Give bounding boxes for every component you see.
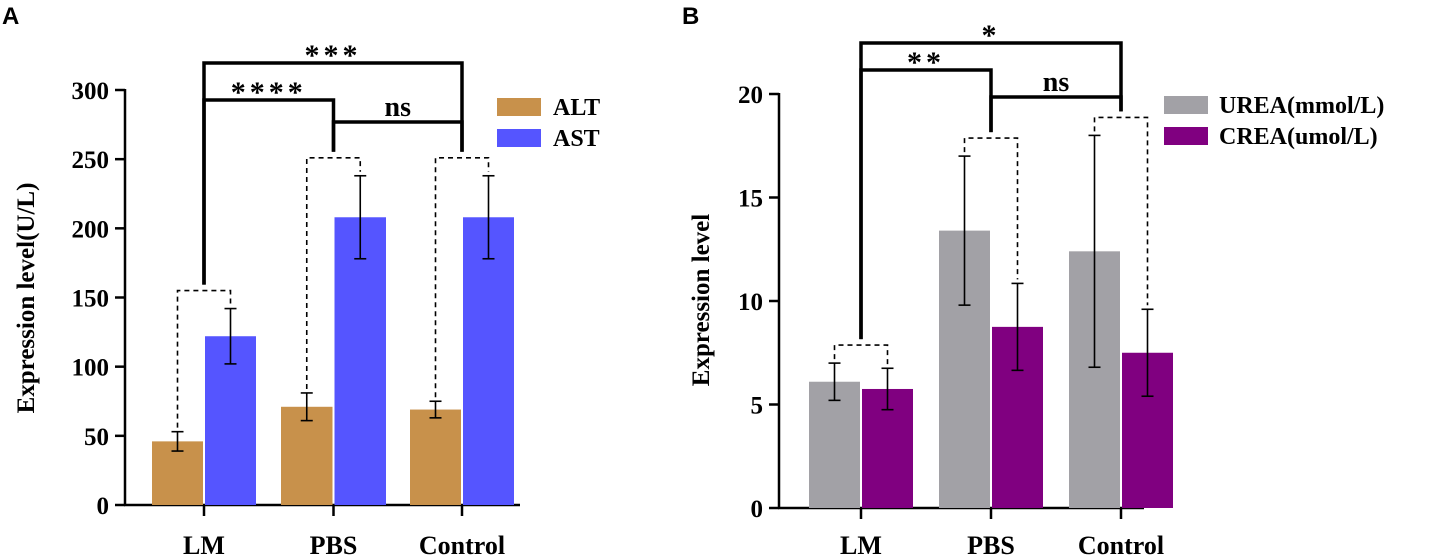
legend-label: AST <box>553 126 600 152</box>
panel-b-bars <box>809 230 1173 508</box>
y-tick-label: 150 <box>72 286 110 313</box>
legend-label: UREA(mmol/L) <box>1219 93 1384 119</box>
legend-swatch <box>1164 96 1208 114</box>
x-tick-label-control: Control <box>419 531 505 557</box>
x-tick-label-control: Control <box>1078 531 1164 557</box>
panel-b-y-axis: 0 5 10 15 20 <box>738 82 781 523</box>
dashed-bracket <box>833 344 889 365</box>
bar-lm-series1 <box>809 381 860 508</box>
panel-a-dashed-brackets <box>176 156 490 428</box>
panel-a-significance: ******* ns <box>202 39 464 285</box>
panel-b-dashed-brackets <box>833 116 1149 365</box>
panel-b-error-bars <box>828 134 1154 411</box>
panel-a: A Expression level(U/L) 0 50 100 150 200 250 3… <box>2 3 600 557</box>
dashed-bracket <box>176 289 232 428</box>
legend-swatch <box>497 98 541 116</box>
bar-pbs-series2 <box>334 217 386 505</box>
panel-a-letter: A <box>2 3 19 30</box>
bar-pbs-series1 <box>281 406 333 505</box>
y-tick-label: 5 <box>751 393 764 420</box>
significance-bracket <box>331 120 464 152</box>
y-tick-label: 100 <box>72 355 110 382</box>
legend-swatch <box>497 129 541 147</box>
panel-b-letter: B <box>682 3 699 30</box>
dashed-bracket <box>963 137 1019 280</box>
panel-a-bars <box>152 217 514 505</box>
panel-b-significance: ***ns <box>859 19 1123 340</box>
y-tick-label: 300 <box>72 78 110 105</box>
dashed-bracket <box>305 156 362 389</box>
y-tick-label: 50 <box>84 424 109 451</box>
bar-control-series2 <box>463 217 514 505</box>
y-tick-label: 200 <box>72 216 110 243</box>
x-tick-label-pbs: PBS <box>310 531 358 557</box>
panel-a-error-bars <box>171 174 495 452</box>
panel-a-legend: ALT AST <box>497 95 600 152</box>
x-tick-label-lm: LM <box>840 531 882 557</box>
y-tick-label: 250 <box>72 147 110 174</box>
panel-b: B Expression level 0 5 10 15 20 LM PBS Control… <box>682 3 1384 557</box>
significance-label: ns <box>385 92 412 123</box>
y-tick-label: 20 <box>738 82 763 109</box>
significance-bracket <box>202 98 336 285</box>
dashed-bracket <box>434 156 490 398</box>
panel-a-y-axis-label: Expression level(U/L) <box>13 183 40 414</box>
y-tick-label: 15 <box>738 186 763 213</box>
y-tick-label: 0 <box>751 496 764 523</box>
y-tick-label: 10 <box>738 289 763 316</box>
significance-label: *** <box>305 39 362 72</box>
panel-a-x-axis: LM PBS Control <box>124 503 520 557</box>
x-tick-label-lm: LM <box>183 531 225 557</box>
significance-label: ns <box>1043 67 1070 98</box>
legend-swatch <box>1164 127 1208 145</box>
dashed-bracket <box>1093 116 1149 306</box>
legend-label: ALT <box>553 95 600 121</box>
panel-b-legend: UREA(mmol/L) CREA(umol/L) <box>1164 93 1384 150</box>
significance-label: ** <box>907 46 945 79</box>
panel-b-y-axis-label: Expression level <box>688 214 715 387</box>
x-tick-label-pbs: PBS <box>967 531 1015 557</box>
significance-label: * <box>982 19 1001 52</box>
bar-control-series1 <box>410 409 461 505</box>
significance-label: **** <box>231 76 307 109</box>
legend-label: CREA(umol/L) <box>1219 124 1378 150</box>
significance-bracket <box>989 95 1123 133</box>
y-tick-label: 0 <box>97 493 110 520</box>
bar-lm-series1 <box>152 441 203 505</box>
panel-b-x-axis: LM PBS Control <box>778 506 1164 557</box>
panel-a-y-axis: 0 50 100 150 200 250 300 <box>72 78 127 520</box>
